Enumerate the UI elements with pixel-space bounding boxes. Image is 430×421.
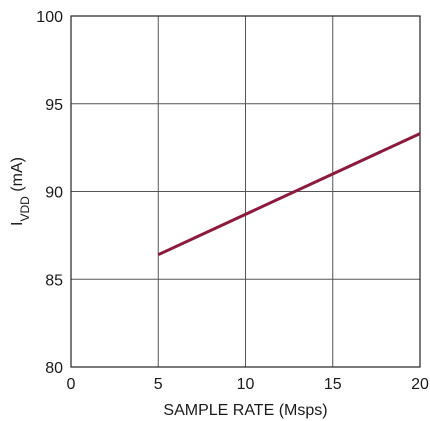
y-axis-label: IVDD (mA) xyxy=(9,157,32,226)
grid xyxy=(71,16,420,367)
y-axis-label-main: I xyxy=(9,222,26,226)
x-tick-label: 20 xyxy=(411,376,429,393)
y-tick-label: 90 xyxy=(45,185,63,202)
y-axis-label-subscript: VDD xyxy=(18,196,32,222)
y-tick-label: 100 xyxy=(36,9,63,26)
y-tick-label: 80 xyxy=(45,360,63,377)
x-tick-label: 5 xyxy=(154,376,163,393)
y-axis-label-unit: (mA) xyxy=(9,157,26,196)
y-tick-labels: 80 85 90 95 100 xyxy=(36,9,63,377)
x-tick-label: 10 xyxy=(237,376,255,393)
y-tick-label: 85 xyxy=(45,272,63,289)
y-tick-label: 95 xyxy=(45,97,63,114)
x-tick-label: 15 xyxy=(324,376,342,393)
plot-area xyxy=(70,15,421,368)
x-tick-label: 0 xyxy=(67,376,76,393)
series-line xyxy=(157,132,421,257)
series-group xyxy=(157,132,421,257)
x-tick-labels: 0 5 10 15 20 xyxy=(67,376,429,393)
x-axis-label: SAMPLE RATE (Msps) xyxy=(163,402,327,419)
